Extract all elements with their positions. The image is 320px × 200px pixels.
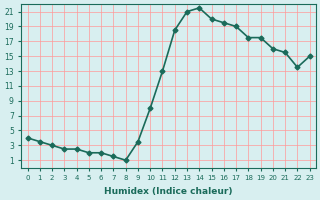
X-axis label: Humidex (Indice chaleur): Humidex (Indice chaleur) bbox=[104, 187, 233, 196]
